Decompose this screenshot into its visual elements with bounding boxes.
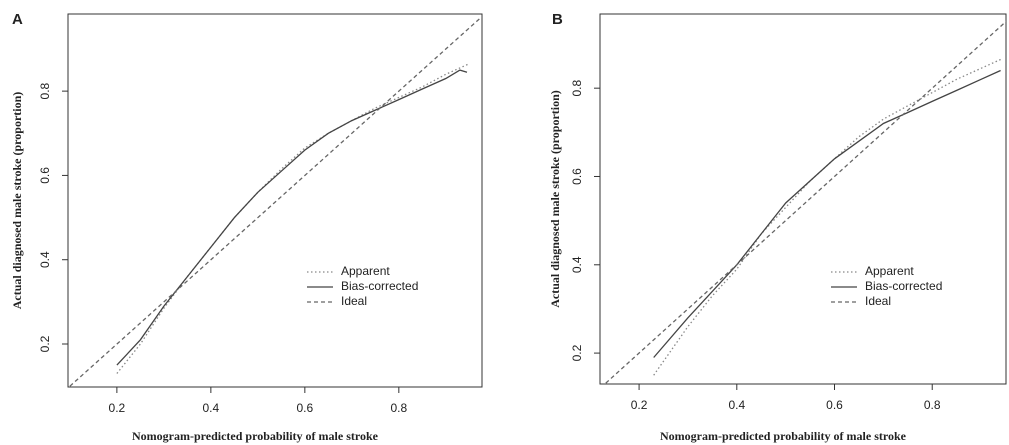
calibration-line (116, 63, 470, 374)
x-axis-label: Nomogram-predicted probability of male s… (660, 429, 907, 443)
legend-label: Bias-corrected (865, 279, 942, 293)
calibration-line (116, 69, 468, 366)
y-tick-label: 0.6 (38, 167, 52, 184)
x-tick-label: 0.4 (728, 398, 745, 412)
x-tick-label: 0.6 (296, 401, 313, 415)
calibration-line (653, 69, 1001, 358)
legend-label: Apparent (341, 264, 390, 278)
legend-label: Apparent (865, 264, 914, 278)
plot-frame (67, 13, 483, 388)
y-tick-label: 0.8 (38, 82, 52, 99)
calibration-line (69, 15, 482, 387)
y-tick-label: 0.8 (570, 80, 584, 97)
y-tick-label: 0.2 (570, 344, 584, 361)
x-tick-label: 0.6 (826, 398, 843, 412)
y-tick-label: 0.6 (570, 168, 584, 185)
plot-area (603, 20, 1006, 384)
y-tick-label: 0.4 (570, 256, 584, 273)
plot-frame (599, 13, 1007, 385)
calibration-line (653, 58, 1001, 376)
y-tick-label: 0.4 (38, 251, 52, 268)
x-tick-label: 0.8 (390, 401, 407, 415)
plot-area (69, 15, 482, 387)
legend-label: Bias-corrected (341, 279, 418, 293)
legend-label: Ideal (341, 294, 367, 308)
panel-label: A (12, 11, 23, 28)
y-tick-label: 0.2 (38, 335, 52, 352)
x-tick-label: 0.4 (203, 401, 220, 415)
panel-label: B (552, 11, 563, 28)
calibration-line (603, 20, 1006, 384)
legend-label: Ideal (865, 294, 891, 308)
y-axis-label: Actual diagnosed male stroke (proportion… (548, 90, 562, 308)
y-axis-label: Actual diagnosed male stroke (proportion… (10, 92, 24, 310)
x-tick-label: 0.2 (109, 401, 126, 415)
x-tick-label: 0.2 (631, 398, 648, 412)
x-axis-label: Nomogram-predicted probability of male s… (132, 429, 379, 443)
x-tick-label: 0.8 (924, 398, 941, 412)
